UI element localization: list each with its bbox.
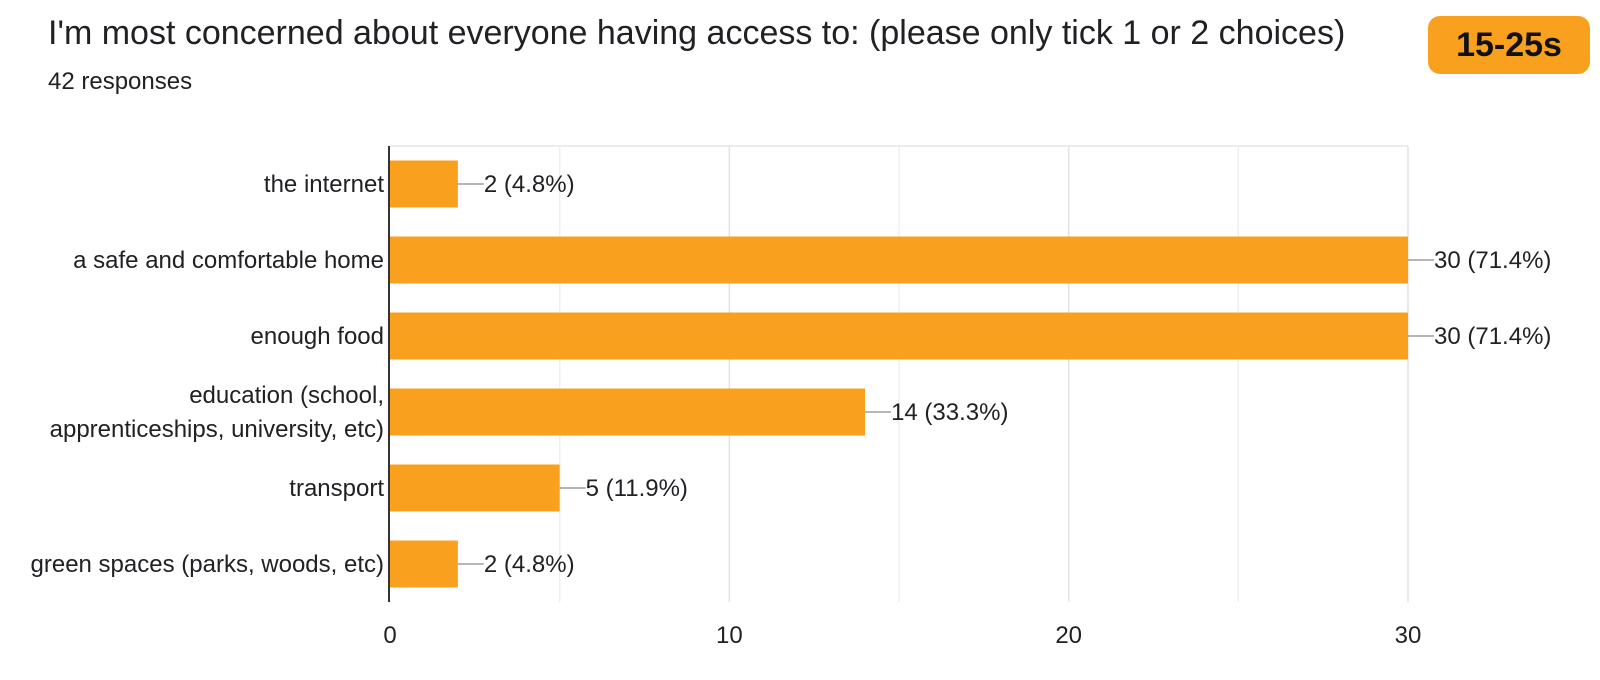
bar: [390, 236, 1408, 284]
category-label: the internet: [264, 171, 384, 198]
bars: [390, 160, 1408, 588]
bar: [390, 160, 458, 208]
bar: [390, 540, 458, 588]
x-tick-label: 30: [1395, 622, 1422, 649]
category-labels: the internet a safe and comfortable home e…: [31, 171, 385, 578]
category-label: enough food: [251, 323, 384, 350]
response-count: 42 responses: [48, 68, 193, 95]
gridlines: [390, 145, 1409, 602]
x-tick-label: 0: [383, 622, 396, 649]
category-label: education (school,: [189, 382, 384, 409]
value-leader-lines: [457, 183, 1434, 565]
value-labels: 2 (4.8%) 30 (71.4%) 30 (71.4%) 14 (33.3%) 5 …: [484, 171, 1552, 578]
x-tick-label: 20: [1055, 622, 1082, 649]
bar: [390, 464, 560, 512]
chart-title: I'm most concerned about everyone having…: [48, 14, 1346, 52]
category-label: apprenticeships, university, etc): [50, 416, 384, 443]
x-tick-labels: 0 10 20 30: [383, 622, 1421, 649]
bar: [390, 388, 866, 436]
category-label: a safe and comfortable home: [73, 247, 384, 274]
value-label: 30 (71.4%): [1434, 323, 1551, 350]
value-label: 2 (4.8%): [484, 551, 575, 578]
value-label: 5 (11.9%): [586, 475, 688, 502]
category-label: green spaces (parks, woods, etc): [31, 551, 385, 578]
age-group-badge: 15-25s: [1428, 16, 1590, 74]
bar: [390, 312, 1408, 360]
category-label: transport: [289, 475, 384, 502]
value-label: 30 (71.4%): [1434, 247, 1551, 274]
x-tick-label: 10: [716, 622, 743, 649]
value-label: 14 (33.3%): [891, 399, 1008, 426]
value-label: 2 (4.8%): [484, 171, 575, 198]
